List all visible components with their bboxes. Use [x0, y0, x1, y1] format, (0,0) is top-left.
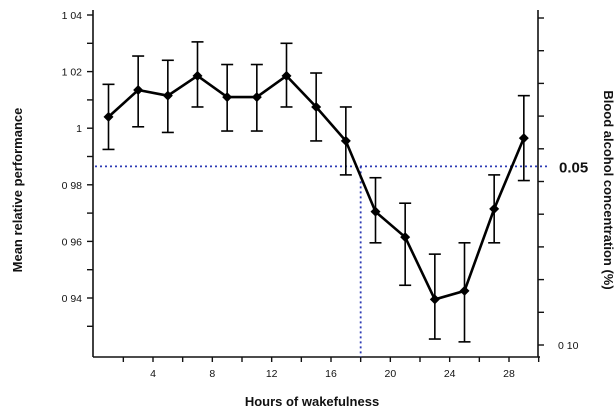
- y2-axis-label: Blood alcohol concentration (%): [601, 90, 616, 289]
- data-point: [489, 203, 500, 214]
- x-axis-label: Hours of wakefulness: [245, 394, 379, 409]
- reference-label: 0.05: [559, 159, 588, 176]
- x-tick-label: 16: [325, 368, 337, 380]
- data-point: [459, 285, 470, 296]
- axes: [92, 10, 540, 358]
- y2-tick-label: 0 10: [558, 340, 579, 352]
- data-point: [103, 111, 114, 122]
- x-tick-label: 24: [444, 368, 456, 380]
- y-tick-label: 1 04: [62, 10, 83, 22]
- data-point: [400, 232, 411, 243]
- x-tick-label: 28: [503, 368, 515, 380]
- data-point: [370, 206, 381, 217]
- x-tick-label: 20: [384, 368, 396, 380]
- data-point: [162, 90, 173, 101]
- x-tick-label: 12: [266, 368, 278, 380]
- data-point: [222, 92, 233, 103]
- y-tick-label: 1: [76, 123, 82, 135]
- y-tick-label: 0 94: [62, 293, 83, 305]
- data-point: [192, 70, 203, 81]
- data-point: [281, 70, 292, 81]
- data-point: [311, 101, 322, 112]
- y-tick-label: 0 96: [62, 236, 83, 248]
- y-axis-label: Mean relative performance: [10, 108, 25, 273]
- data-point: [133, 84, 144, 95]
- ticks: 4 8 12 16 20 24 28 0 94 0 96 0 98 1 1 02 1 04: [62, 10, 544, 380]
- data-point: [518, 133, 529, 144]
- data-point: [429, 294, 440, 305]
- y-tick-label: 1 02: [62, 67, 83, 79]
- x-tick-label: 8: [209, 368, 215, 380]
- data-points: [103, 70, 529, 305]
- data-point: [251, 92, 262, 103]
- x-tick-label: 4: [150, 368, 156, 380]
- data-point: [340, 135, 351, 146]
- error-bars: [102, 41, 530, 343]
- y-tick-label: 0 98: [62, 180, 83, 192]
- reference-lines: [95, 165, 550, 357]
